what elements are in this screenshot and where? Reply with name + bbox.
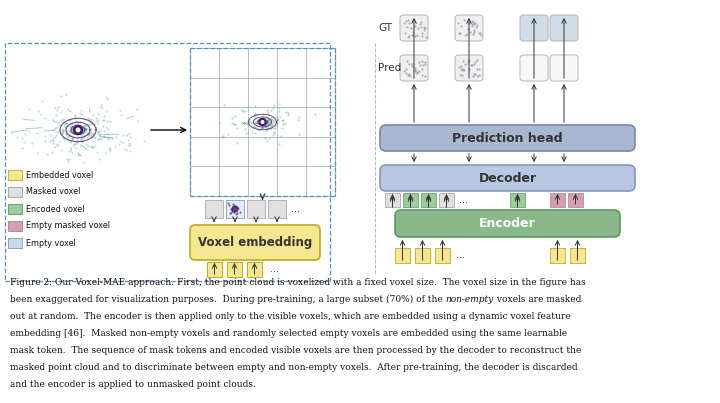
FancyBboxPatch shape <box>8 221 22 231</box>
Text: ...: ... <box>456 251 465 260</box>
Circle shape <box>76 128 80 132</box>
FancyBboxPatch shape <box>439 193 454 207</box>
FancyBboxPatch shape <box>550 248 565 263</box>
FancyBboxPatch shape <box>380 165 635 191</box>
FancyBboxPatch shape <box>550 193 565 207</box>
FancyBboxPatch shape <box>226 200 244 218</box>
FancyBboxPatch shape <box>8 204 22 214</box>
FancyBboxPatch shape <box>190 225 320 260</box>
Text: ...: ... <box>270 264 279 274</box>
Text: out at random.  The encoder is then applied only to the visible voxels, which ar: out at random. The encoder is then appli… <box>10 312 571 321</box>
Text: Figure 2: Our Voxel-MAE approach. First, the point cloud is voxelized with a fix: Figure 2: Our Voxel-MAE approach. First,… <box>10 278 586 287</box>
Circle shape <box>73 125 83 135</box>
Text: Prediction head: Prediction head <box>452 131 563 145</box>
Text: ...: ... <box>291 204 300 214</box>
Text: Embedded voxel: Embedded voxel <box>26 170 94 179</box>
Text: Decoder: Decoder <box>478 172 536 185</box>
FancyBboxPatch shape <box>403 193 418 207</box>
FancyBboxPatch shape <box>385 193 400 207</box>
Circle shape <box>261 121 264 123</box>
Text: Encoded voxel: Encoded voxel <box>26 204 84 214</box>
FancyBboxPatch shape <box>400 55 428 81</box>
FancyBboxPatch shape <box>421 193 436 207</box>
FancyBboxPatch shape <box>8 238 22 248</box>
Circle shape <box>259 118 266 125</box>
FancyBboxPatch shape <box>227 262 242 277</box>
FancyBboxPatch shape <box>8 187 22 197</box>
Text: voxels are masked: voxels are masked <box>494 295 581 304</box>
FancyBboxPatch shape <box>568 193 583 207</box>
FancyBboxPatch shape <box>268 200 286 218</box>
FancyBboxPatch shape <box>395 210 620 237</box>
Text: and the encoder is applied to unmasked point clouds.: and the encoder is applied to unmasked p… <box>10 380 256 389</box>
Text: been exaggerated for visualization purposes.  During pre-training, a large subse: been exaggerated for visualization purpo… <box>10 295 446 304</box>
FancyBboxPatch shape <box>205 200 223 218</box>
FancyBboxPatch shape <box>520 15 548 41</box>
FancyBboxPatch shape <box>395 248 410 263</box>
FancyBboxPatch shape <box>550 55 578 81</box>
Text: embedding [46].  Masked non-empty voxels and randomly selected empty voxels are : embedding [46]. Masked non-empty voxels … <box>10 329 567 338</box>
Circle shape <box>232 206 238 212</box>
FancyBboxPatch shape <box>510 193 525 207</box>
Text: GT: GT <box>378 23 392 33</box>
Text: non-empty: non-empty <box>446 295 494 304</box>
Text: ...: ... <box>459 195 468 205</box>
Text: Voxel embedding: Voxel embedding <box>198 236 312 249</box>
Text: masked point cloud and to discriminate between empty and non-empty voxels.  Afte: masked point cloud and to discriminate b… <box>10 363 577 372</box>
Text: Empty voxel: Empty voxel <box>26 239 76 247</box>
Text: mask token.  The sequence of mask tokens and encoded visible voxels are then pro: mask token. The sequence of mask tokens … <box>10 346 581 355</box>
FancyBboxPatch shape <box>380 125 635 151</box>
FancyBboxPatch shape <box>247 200 265 218</box>
Text: Pred: Pred <box>378 63 401 73</box>
FancyBboxPatch shape <box>455 15 483 41</box>
FancyBboxPatch shape <box>550 15 578 41</box>
FancyBboxPatch shape <box>435 248 450 263</box>
FancyBboxPatch shape <box>247 262 262 277</box>
Text: Encoder: Encoder <box>479 217 536 230</box>
FancyBboxPatch shape <box>415 248 430 263</box>
Text: Empty masked voxel: Empty masked voxel <box>26 222 110 231</box>
FancyBboxPatch shape <box>570 248 585 263</box>
FancyBboxPatch shape <box>455 55 483 81</box>
FancyBboxPatch shape <box>207 262 222 277</box>
FancyBboxPatch shape <box>8 170 22 180</box>
FancyBboxPatch shape <box>520 55 548 81</box>
Text: Masked voxel: Masked voxel <box>26 187 81 197</box>
FancyBboxPatch shape <box>400 15 428 41</box>
